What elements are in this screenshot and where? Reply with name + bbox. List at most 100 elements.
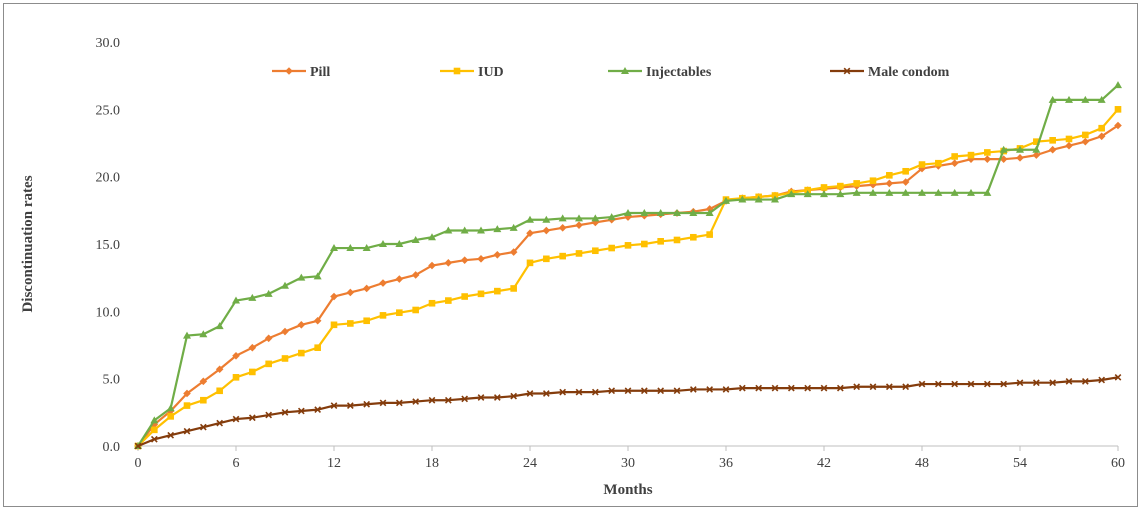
legend-item-pill: Pill	[272, 65, 330, 80]
data-point-injectables	[656, 209, 665, 217]
data-point-iud	[363, 317, 370, 325]
data-point-male-condom	[983, 380, 991, 388]
data-point-injectables	[869, 188, 877, 196]
x-tick-label: 42	[817, 456, 831, 471]
data-point-iud	[396, 309, 403, 316]
data-point-pill	[313, 316, 322, 325]
y-tick-label: 25.0	[96, 103, 121, 118]
data-point-male-condom	[836, 384, 844, 392]
data-point-pill	[248, 343, 257, 352]
data-point-iud	[641, 240, 648, 248]
legend-label: IUD	[478, 65, 504, 80]
chart-frame: 0.0 5.0 10.0 15.0 20.0 25.0 30.0 0 6 12 18 24 30 36 42…	[3, 3, 1138, 507]
data-point-pill	[428, 261, 436, 270]
data-point-pill	[199, 377, 208, 386]
data-point-male-condom	[461, 395, 469, 403]
legend-marker	[843, 67, 851, 75]
data-point-iud	[461, 293, 468, 300]
x-tick-label: 36	[719, 456, 733, 471]
data-point-male-condom	[1016, 379, 1024, 387]
data-point-iud	[918, 161, 926, 168]
data-point-injectables	[477, 226, 485, 234]
data-point-male-condom	[820, 384, 828, 392]
data-point-injectables	[591, 214, 600, 222]
data-point-injectables	[199, 330, 208, 338]
data-point-pill	[1097, 132, 1106, 141]
data-point-injectables	[248, 293, 257, 301]
y-tick-label: 20.0	[96, 171, 121, 186]
data-point-male-condom	[689, 386, 697, 393]
data-point-iud	[1033, 138, 1040, 145]
data-point-male-condom	[787, 384, 795, 392]
data-point-iud	[984, 149, 991, 156]
data-point-injectables	[673, 209, 681, 217]
data-point-pill	[542, 226, 551, 235]
data-point-injectables	[411, 235, 420, 243]
data-point-pill	[297, 321, 306, 329]
data-point-male-condom	[363, 400, 371, 408]
data-point-pill	[444, 259, 453, 267]
data-point-injectables	[1097, 95, 1106, 103]
data-point-injectables	[362, 244, 371, 252]
data-point-iud	[1098, 124, 1105, 132]
data-point-iud	[592, 247, 599, 255]
data-point-injectables	[330, 244, 338, 252]
data-point-injectables	[558, 214, 567, 222]
data-point-injectables	[738, 195, 747, 203]
data-point-pill	[362, 284, 371, 293]
legend-item-iud: IUD	[440, 65, 504, 80]
data-point-male-condom	[755, 384, 763, 392]
data-point-male-condom	[559, 388, 567, 396]
data-point-injectables	[509, 223, 518, 231]
data-point-pill	[1065, 141, 1073, 150]
data-point-iud	[494, 287, 501, 295]
data-point-iud	[314, 344, 321, 351]
data-point-pill	[918, 164, 926, 173]
data-point-iud	[706, 231, 713, 238]
legend-label: Injectables	[646, 65, 712, 80]
data-point-iud	[837, 182, 844, 190]
data-point-injectables	[1048, 95, 1057, 103]
data-point-male-condom	[281, 408, 289, 416]
data-point-iud	[575, 250, 583, 257]
data-point-iud	[935, 159, 942, 167]
data-point-male-condom	[918, 380, 926, 388]
data-point-iud	[330, 321, 338, 329]
data-point-male-condom	[395, 399, 403, 407]
data-point-pill	[1114, 121, 1122, 130]
data-point-pill	[264, 334, 273, 343]
data-point-injectables	[901, 188, 910, 196]
axes: 0.0 5.0 10.0 15.0 20.0 25.0 30.0 0 6 12 18 24 30 36 42…	[96, 36, 1126, 471]
data-point-pill	[346, 288, 355, 297]
data-point-pill	[183, 389, 191, 398]
data-point-pill	[901, 178, 910, 186]
data-point-male-condom	[673, 387, 681, 395]
data-point-male-condom	[510, 392, 518, 400]
data-point-injectables	[999, 145, 1008, 153]
data-point-pill	[232, 351, 240, 360]
data-point-iud	[183, 402, 191, 409]
data-point-injectables	[1065, 95, 1073, 103]
data-point-pill	[509, 248, 518, 256]
data-point-injectables	[771, 195, 779, 203]
data-point-pill	[215, 365, 224, 374]
x-tick-label: 60	[1111, 456, 1125, 471]
data-point-iud	[281, 355, 289, 362]
data-point-injectables	[820, 190, 828, 198]
data-point-iud	[298, 349, 305, 357]
data-point-injectables	[885, 188, 894, 196]
data-point-injectables	[444, 226, 453, 234]
data-point-pill	[150, 420, 159, 429]
data-point-iud	[445, 297, 452, 304]
data-point-injectables	[852, 188, 861, 196]
data-point-iud	[510, 285, 517, 292]
data-point-injectables	[460, 226, 469, 234]
data-point-iud	[151, 426, 158, 434]
data-point-pill	[460, 256, 469, 264]
data-point-injectables	[754, 195, 763, 203]
data-point-pill	[1048, 145, 1057, 154]
data-point-male-condom	[869, 383, 877, 391]
data-point-pill	[575, 221, 583, 229]
legend-marker	[621, 67, 629, 74]
data-point-iud	[347, 320, 354, 327]
